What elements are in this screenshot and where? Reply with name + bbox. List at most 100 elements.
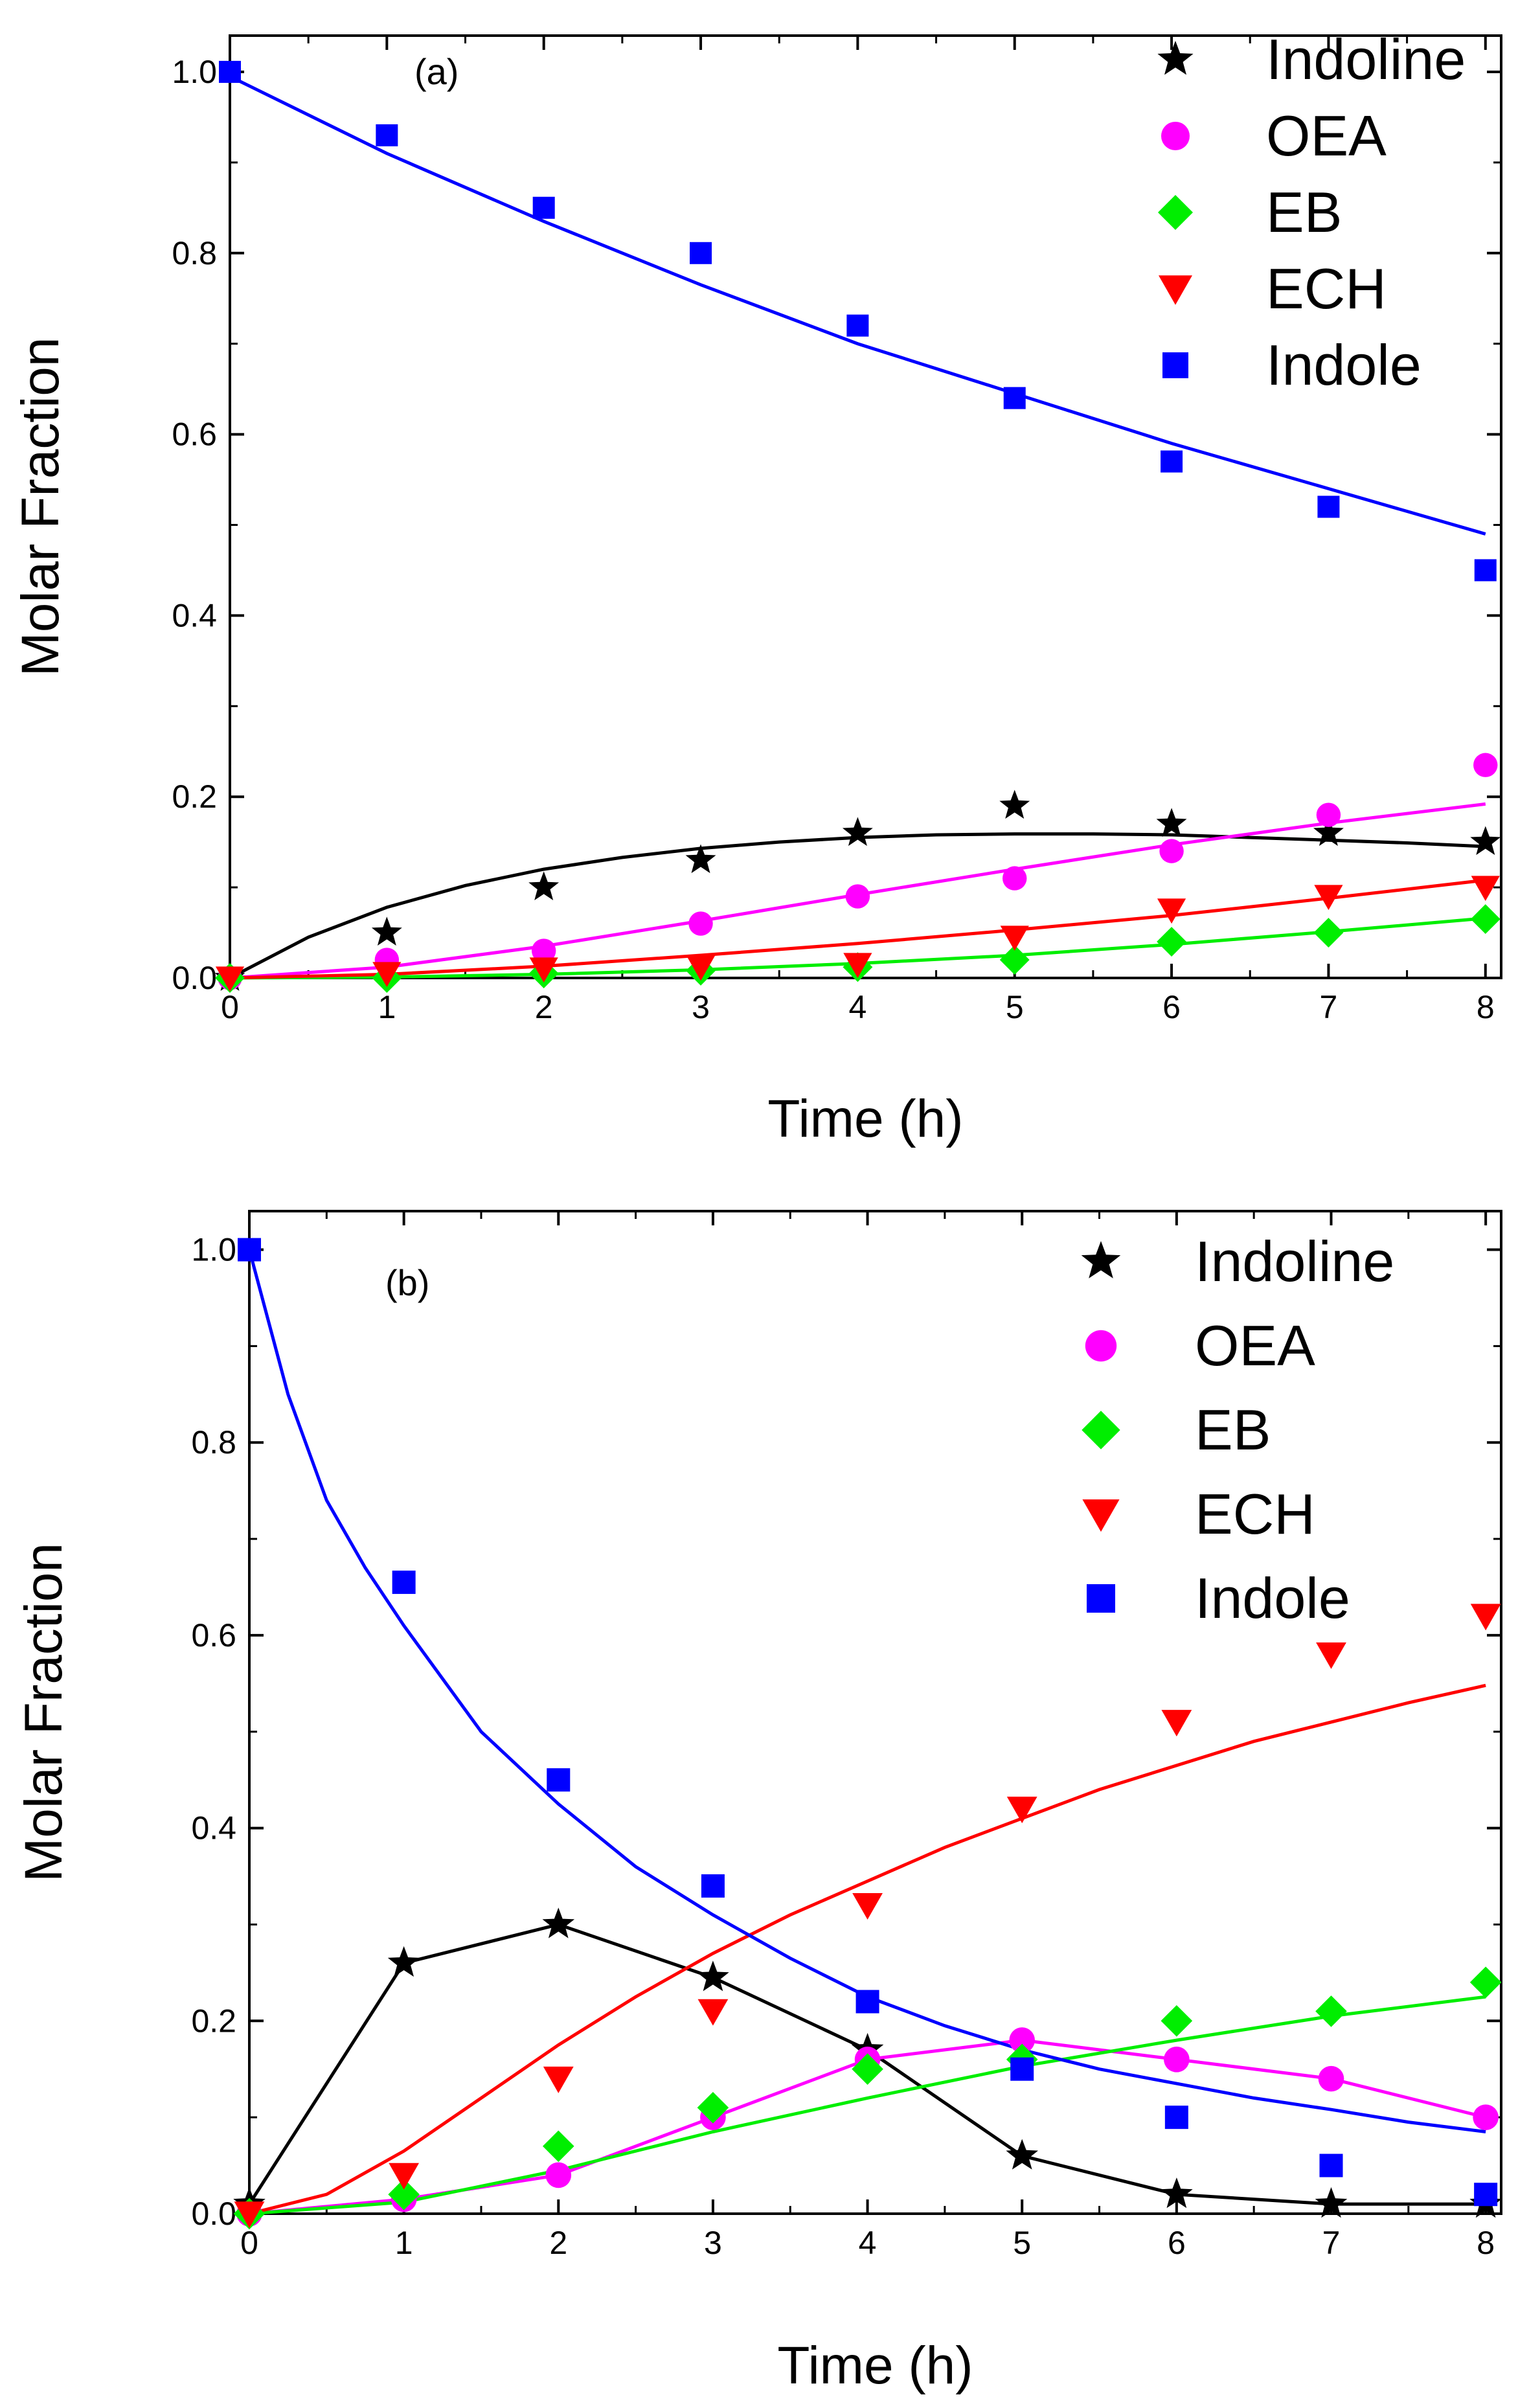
data-point-oea [1159,839,1184,863]
data-points [233,1238,1502,2230]
data-point-indole [1003,387,1026,409]
data-point-oea [531,938,556,963]
data-point-oea [845,884,870,909]
x-tick-label: 5 [1013,2225,1031,2261]
y-axis-label: Molar Fraction [14,1543,73,1882]
data-point-indole [1164,2106,1188,2130]
legend-label-indoline: Indoline [1195,1229,1394,1293]
legend: Indoline OEA EB ECH Indole [1157,27,1466,397]
fit-line-ech [249,1683,1486,2216]
chart-panel-a: 0 1 2 3 4 5 6 7 8 0.0 0.2 0.4 0.6 0.8 1.0 Time (h) Molar… [11,27,1502,1148]
data-point-ech [697,1999,729,2026]
x-axis-label: Time (h) [767,1089,963,1148]
data-point-ech [1161,1710,1192,1737]
legend-label-ech: ECH [1266,256,1387,321]
data-point-indole [219,60,241,83]
y-tick-label: 0.8 [191,1424,236,1460]
data-point-indoline [1006,2139,1038,2170]
data-point-oea [1473,2104,1499,2130]
data-point-ech [215,966,245,992]
data-point-indoline [1315,2187,1348,2218]
data-point-indoline [387,1946,420,1977]
data-point-indole [392,1571,416,1595]
data-point-oea [1003,866,1027,891]
legend-marker-indoline [1157,41,1194,75]
data-point-indole [1161,450,1183,473]
fit-line-ech [229,878,1486,980]
x-tick-label: 5 [1006,989,1024,1025]
x-axis: 0 1 2 3 4 5 6 7 8 [240,1211,1495,2261]
data-point-ech [234,2201,265,2229]
data-point-indoline [685,844,716,874]
data-point-indole [701,1874,725,1898]
data-point-indoline [528,871,560,900]
data-point-ech [529,957,558,983]
x-tick-label: 7 [1320,989,1338,1025]
data-point-oea [1318,2065,1344,2092]
x-tick-label: 8 [1477,989,1495,1025]
data-point-indoline [371,916,402,946]
data-point-indole [1319,2153,1343,2177]
data-point-indoline [1313,817,1344,846]
data-point-indole [532,196,555,219]
data-points [214,60,1501,993]
data-point-indole [846,314,869,337]
x-tick-label: 4 [859,2225,877,2261]
data-point-indoline [999,789,1030,819]
data-point-ech [852,1892,883,1920]
y-tick-label: 0.2 [191,2003,236,2039]
data-point-ech [1006,1797,1037,1824]
data-point-ech [1316,1642,1346,1669]
legend-label-oea: OEA [1266,104,1387,168]
legend-label-indole: Indole [1195,1566,1350,1630]
fit-line-eb [249,1995,1486,2216]
panel-label: (b) [385,1262,429,1303]
legend-marker-oea [1085,1330,1117,1362]
data-point-ech [686,955,716,981]
x-tick-label: 0 [221,989,239,1025]
data-point-ech [1471,876,1500,902]
data-point-ech [389,2163,420,2190]
data-point-oea [1009,2027,1036,2053]
legend-label-indoline: Indoline [1266,27,1466,91]
x-tick-label: 3 [692,989,710,1025]
x-tick-label: 2 [549,2225,567,2261]
legend-marker-oea [1161,122,1190,150]
data-point-oea [1164,2047,1190,2073]
y-tick-label: 0.6 [191,1617,236,1653]
data-point-ech [1157,898,1186,924]
data-point-indole [376,124,398,146]
data-point-indoline [542,1907,575,1938]
data-point-indole [1474,559,1497,582]
y-axis: 0.0 0.2 0.4 0.6 0.8 1.0 [172,54,1501,996]
data-point-eb [1469,1966,1502,1999]
fit-line-indole [247,1249,1486,2133]
data-point-eb [697,2091,729,2124]
y-tick-label: 1.0 [172,54,217,90]
data-point-oea [1316,802,1341,827]
data-point-ech [1470,1604,1501,1631]
x-tick-label: 2 [535,989,553,1025]
x-tick-label: 4 [848,989,867,1025]
x-tick-label: 0 [240,2225,258,2261]
data-point-oea [545,2162,572,2188]
legend-label-eb: EB [1195,1398,1271,1462]
legend-label-oea: OEA [1195,1313,1315,1378]
y-tick-label: 0.8 [172,235,217,271]
x-tick-label: 7 [1322,2225,1341,2261]
data-point-ech [372,962,402,987]
data-point-eb [1161,2005,1193,2037]
data-point-eb [999,945,1030,975]
data-point-indole [238,1238,261,1262]
legend-label-ech: ECH [1195,1482,1315,1546]
legend-label-indole: Indole [1266,333,1422,397]
data-point-indole [1317,495,1340,518]
y-tick-label: 0.4 [191,1810,236,1846]
y-tick-label: 0.0 [191,2196,236,2232]
y-tick-label: 1.0 [191,1232,236,1268]
legend-marker-indoline [1081,1241,1121,1278]
data-point-indole [547,1768,571,1792]
data-point-indole [1474,2183,1498,2207]
data-point-indoline [1470,826,1501,856]
x-tick-label: 1 [378,989,396,1025]
